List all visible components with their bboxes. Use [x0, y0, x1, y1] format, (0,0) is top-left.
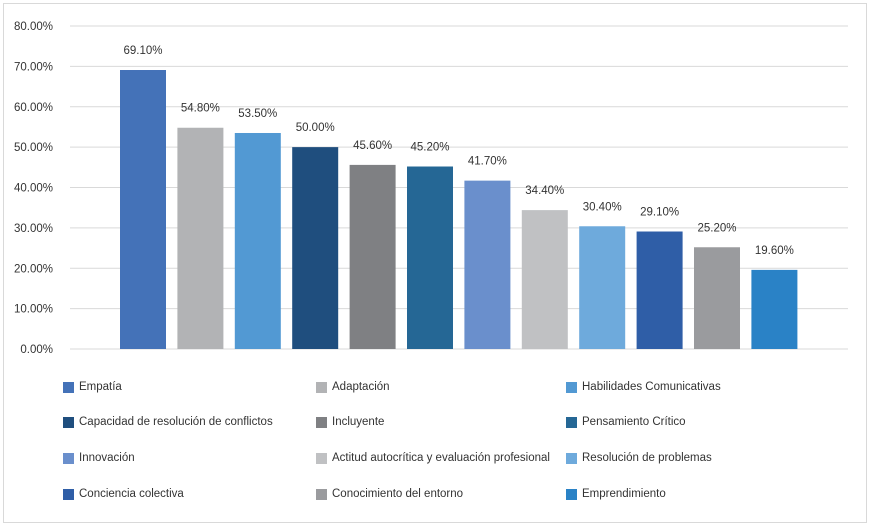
y-tick-label: 0.00% — [20, 344, 53, 356]
bar — [177, 127, 224, 350]
legend-swatch — [63, 381, 74, 393]
legend-swatch — [63, 488, 74, 500]
legend-swatch — [63, 416, 74, 428]
legend-label: Empatía — [79, 381, 122, 393]
data-label: 45.60% — [353, 140, 392, 152]
legend-item: Actitud autocrítica y evaluación profesi… — [316, 452, 550, 464]
legend-item: Adaptación — [316, 381, 390, 393]
data-label: 29.10% — [640, 207, 679, 219]
y-tick-label: 10.00% — [14, 304, 53, 316]
data-label: 54.80% — [181, 103, 220, 115]
bar — [694, 247, 740, 349]
chart-frame — [3, 3, 867, 523]
y-tick-label: 60.00% — [14, 102, 53, 114]
legend-label: Conciencia colectiva — [79, 488, 184, 500]
legend-swatch — [316, 381, 327, 393]
legend-item: Innovación — [63, 452, 135, 464]
legend-item: Emprendimiento — [566, 488, 666, 500]
y-tick-label: 30.00% — [14, 223, 53, 235]
legend-label: Actitud autocrítica y evaluación profesi… — [332, 452, 550, 464]
legend-swatch — [316, 416, 327, 428]
legend-label: Incluyente — [332, 416, 385, 428]
data-label: 53.50% — [238, 108, 277, 120]
y-tick-label: 80.00% — [14, 21, 53, 33]
bar — [464, 180, 511, 349]
data-label: 34.40% — [525, 185, 564, 197]
bar — [521, 210, 568, 349]
y-tick-label: 20.00% — [14, 263, 53, 275]
legend-item: Pensamiento Crítico — [566, 416, 686, 428]
legend-label: Capacidad de resolución de conflictos — [79, 416, 273, 428]
legend-swatch — [63, 452, 74, 464]
legend-label: Habilidades Comunicativas — [582, 381, 721, 393]
legend-item: Conocimiento del entorno — [316, 488, 463, 500]
legend-swatch — [566, 452, 577, 464]
bar — [407, 166, 453, 349]
legend-label: Conocimiento del entorno — [332, 488, 464, 500]
legend-item: Incluyente — [316, 416, 384, 428]
bar — [349, 164, 396, 349]
legend-swatch — [566, 381, 577, 393]
y-tick-label: 70.00% — [14, 61, 53, 73]
legend-item: Conciencia colectiva — [63, 488, 184, 500]
legend-label: Emprendimiento — [582, 488, 666, 500]
bar — [636, 231, 683, 349]
legend-item: Resolución de problemas — [566, 452, 712, 464]
legend-label: Innovación — [79, 452, 135, 464]
bar — [234, 132, 281, 349]
bar — [579, 226, 626, 349]
legend-label: Resolución de problemas — [582, 452, 712, 464]
legend-swatch — [316, 488, 327, 500]
legend-swatch — [566, 416, 577, 428]
bar — [751, 269, 798, 349]
bar — [120, 70, 166, 349]
legend-label: Pensamiento Crítico — [582, 416, 686, 428]
legend-label: Adaptación — [332, 381, 390, 393]
y-tick-label: 50.00% — [14, 142, 53, 154]
data-label: 25.20% — [697, 222, 736, 234]
data-label: 69.10% — [123, 45, 162, 57]
data-label: 19.60% — [755, 245, 794, 257]
bar — [292, 147, 339, 349]
data-label: 45.20% — [410, 142, 449, 154]
legend-item: Capacidad de resolución de conflictos — [63, 416, 273, 428]
data-label: 41.70% — [468, 156, 507, 168]
legend-item: Empatía — [63, 381, 122, 393]
data-label: 30.40% — [583, 201, 622, 213]
legend-swatch — [566, 488, 577, 500]
y-tick-label: 40.00% — [14, 183, 53, 195]
legend-swatch — [316, 452, 327, 464]
legend-item: Habilidades Comunicativas — [566, 381, 721, 393]
data-label: 50.00% — [296, 122, 335, 134]
